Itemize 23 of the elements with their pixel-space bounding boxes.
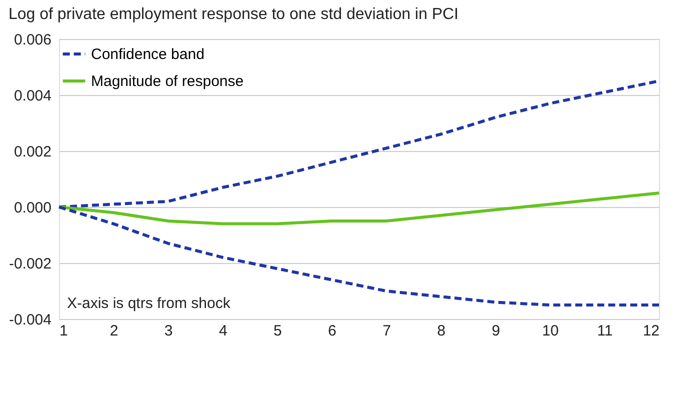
- x-tick-label: 6: [328, 322, 336, 340]
- x-tick-label: 12: [642, 322, 660, 340]
- legend-label: Confidence band: [91, 46, 204, 63]
- x-tick-label: 8: [437, 322, 446, 340]
- y-tick-label: 0.006: [14, 32, 52, 48]
- y-tick-label: 0.000: [14, 200, 52, 216]
- y-tick-label: 0.004: [14, 88, 52, 104]
- line-series: [58, 192, 660, 226]
- annotation: X-axis is qtrs from shock: [67, 295, 231, 312]
- y-tick-label: -0.004: [8, 312, 52, 328]
- legend-label: Magnitude of response: [91, 73, 244, 90]
- x-tick-label: 3: [164, 322, 173, 340]
- x-tick-label: 11: [597, 322, 613, 340]
- x-tick-label: 4: [218, 322, 228, 340]
- x-tick-label: 1: [60, 322, 68, 340]
- x-tick-label: 7: [382, 322, 391, 340]
- y-tick-label: -0.002: [8, 256, 52, 272]
- chart-title: Log of private employment response to one std deviation in PCI: [8, 6, 459, 23]
- x-tick-label: 9: [492, 322, 500, 340]
- x-tick-label: 5: [274, 322, 282, 340]
- x-tick-label: 2: [110, 322, 118, 340]
- x-tick-label: 10: [542, 322, 559, 340]
- y-tick-label: 0.002: [14, 144, 52, 160]
